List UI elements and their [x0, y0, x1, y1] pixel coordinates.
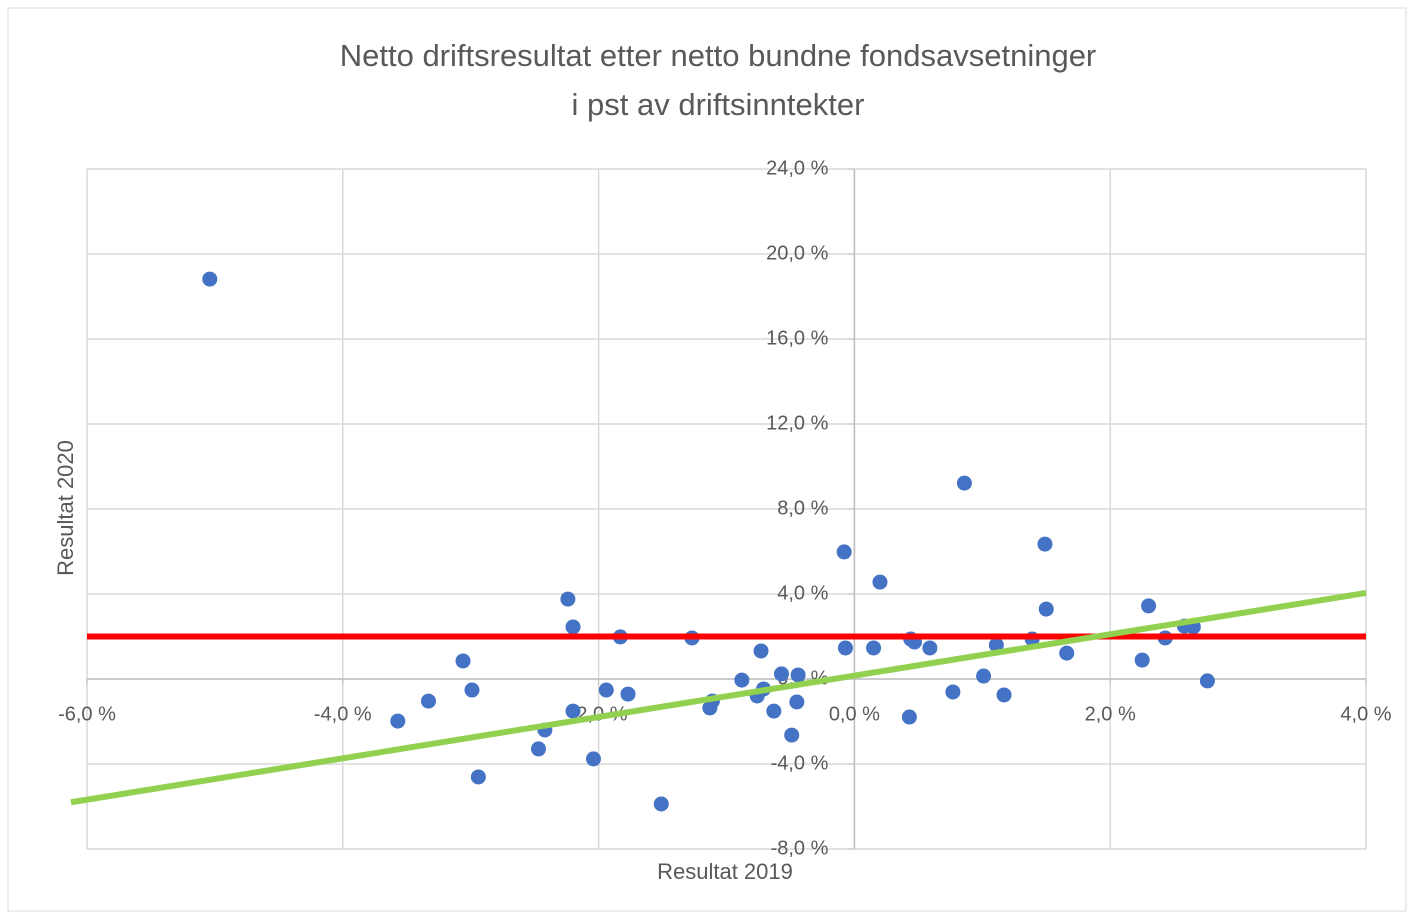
point [766, 703, 782, 719]
point [585, 751, 601, 767]
point [866, 640, 882, 656]
point [784, 727, 800, 743]
point [945, 684, 961, 700]
point [620, 686, 636, 702]
x-tick-label: -6,0 % [58, 703, 116, 725]
point [1038, 601, 1054, 617]
x-axis-title: Resultat 2019 [657, 859, 793, 884]
x-tick-label: 2,0 % [1085, 703, 1136, 725]
point [1134, 652, 1150, 668]
point [872, 574, 888, 590]
point [530, 741, 546, 757]
y-axis-title: Resultat 2020 [53, 440, 78, 576]
point [470, 769, 486, 785]
point [1199, 673, 1215, 689]
point [901, 709, 917, 725]
x-tick-label: -4,0 % [314, 703, 372, 725]
point [420, 693, 436, 709]
point [773, 666, 789, 682]
y-tick-label: 20,0 % [766, 242, 828, 264]
point [464, 682, 480, 698]
point [455, 653, 471, 669]
point [1059, 645, 1075, 661]
chart-border [7, 7, 1407, 912]
y-tick-label: 24,0 % [766, 157, 828, 179]
point [202, 271, 218, 287]
point [988, 637, 1004, 653]
point [565, 619, 581, 635]
point [1037, 536, 1053, 552]
point [1141, 598, 1157, 614]
y-tick-label: 12,0 % [766, 412, 828, 434]
point [390, 713, 406, 729]
point [922, 640, 938, 656]
x-tick-label: 0,0 % [829, 703, 880, 725]
point [837, 640, 853, 656]
point [790, 667, 806, 683]
point [598, 682, 614, 698]
point [836, 544, 852, 560]
y-tick-label: -8,0 % [771, 837, 829, 859]
y-tick-label: 4,0 % [777, 582, 828, 604]
y-tick-label: 16,0 % [766, 327, 828, 349]
point [565, 703, 581, 719]
chart-title: Netto driftsresultat etter netto bundne … [340, 38, 1097, 73]
point [976, 668, 992, 684]
point [956, 475, 972, 491]
point [734, 672, 750, 688]
point [996, 687, 1012, 703]
point [753, 643, 769, 659]
x-tick-label: 4,0 % [1340, 703, 1391, 725]
y-tick-label: 8,0 % [777, 497, 828, 519]
chart-title: i pst av driftsinntekter [572, 87, 865, 122]
point [653, 796, 669, 812]
trendline [70, 589, 1367, 806]
point [560, 591, 576, 607]
point [789, 694, 805, 710]
y-tick-label: -4,0 % [771, 752, 829, 774]
